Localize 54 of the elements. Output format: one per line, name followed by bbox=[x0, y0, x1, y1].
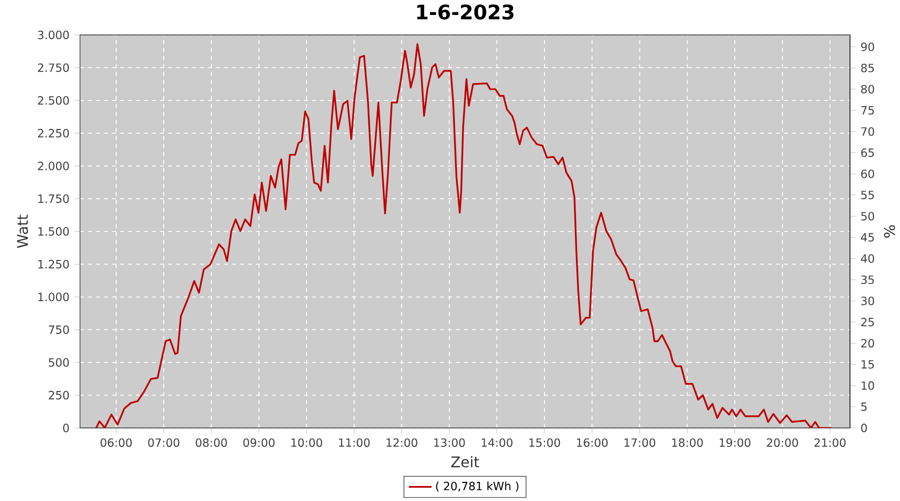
y2-tick-label: 55 bbox=[861, 190, 874, 200]
x-tick-label: 11:00 bbox=[339, 438, 370, 447]
x-tick-label: 19:00 bbox=[720, 438, 750, 447]
y-tick-label: 2.250 bbox=[38, 128, 69, 138]
legend-label: ( 20,781 kWh ) bbox=[436, 482, 518, 492]
y2-tick-label: 60 bbox=[861, 170, 874, 178]
y2-tick-label: 5 bbox=[861, 402, 867, 412]
y-tick-label: 2.500 bbox=[38, 96, 69, 105]
y2-tick-label: 30 bbox=[861, 296, 874, 306]
chart-title: 1-6-2023 bbox=[417, 4, 514, 20]
y2-tick-label: 40 bbox=[860, 254, 874, 263]
y2-tick-label: 50 bbox=[861, 212, 874, 221]
x-tick-label: 15:00 bbox=[529, 438, 560, 447]
y-axis-title: Watt bbox=[17, 214, 28, 248]
y2-tick-label: 80 bbox=[861, 84, 874, 94]
x-tick-label: 08:00 bbox=[196, 438, 227, 447]
x-tick-label: 17:00 bbox=[624, 438, 656, 447]
y-tick-label: 1.750 bbox=[38, 194, 69, 204]
y-tick-label: 1.250 bbox=[38, 260, 69, 269]
y-tick-label: 0 bbox=[63, 424, 69, 432]
y2-tick-label: 15 bbox=[862, 360, 874, 369]
x-tick-label: 20:00 bbox=[766, 438, 798, 447]
y-tick-label: 750 bbox=[48, 325, 69, 334]
y-tick-label: 250 bbox=[48, 390, 69, 400]
y2-tick-label: 20 bbox=[861, 338, 874, 348]
x-tick-label: 09:00 bbox=[243, 438, 275, 447]
x-tick-label: 14:00 bbox=[482, 438, 512, 447]
x-tick-label: 16:00 bbox=[576, 438, 608, 447]
y2-tick-label: 10 bbox=[862, 381, 874, 390]
x-tick-label: 12:00 bbox=[386, 438, 418, 447]
y2-tick-label: 45 bbox=[860, 233, 874, 242]
y2-tick-label: 75 bbox=[861, 106, 874, 115]
y2-tick-label: 85 bbox=[861, 64, 874, 72]
x-tick-label: 10:00 bbox=[291, 438, 322, 447]
y2-tick-label: 35 bbox=[861, 275, 874, 284]
y2-axis-title: % bbox=[884, 225, 896, 238]
y-tick-label: 3.000 bbox=[38, 30, 69, 40]
y-tick-label: 2.750 bbox=[38, 63, 69, 72]
x-tick-label: 13:00 bbox=[434, 438, 465, 447]
x-tick-label: 06:00 bbox=[100, 438, 132, 447]
y2-tick-label: 65 bbox=[861, 148, 874, 158]
y2-tick-label: 90 bbox=[861, 42, 874, 52]
line-series bbox=[95, 43, 832, 428]
y2-tick-label: 0 bbox=[861, 424, 867, 432]
y2-tick-label: 25 bbox=[861, 318, 874, 326]
x-axis-title: Zeit bbox=[451, 456, 480, 468]
x-tick-label: 18:00 bbox=[672, 438, 703, 447]
x-tick-label: 21:00 bbox=[814, 438, 846, 447]
y-tick-label: 1.000 bbox=[38, 292, 69, 302]
y-tick-label: 2.000 bbox=[38, 162, 69, 170]
y2-tick-label: 70 bbox=[861, 127, 874, 136]
y-tick-label: 1.500 bbox=[38, 227, 69, 236]
x-tick-label: 07:00 bbox=[148, 438, 180, 447]
y-tick-label: 500 bbox=[48, 358, 69, 367]
